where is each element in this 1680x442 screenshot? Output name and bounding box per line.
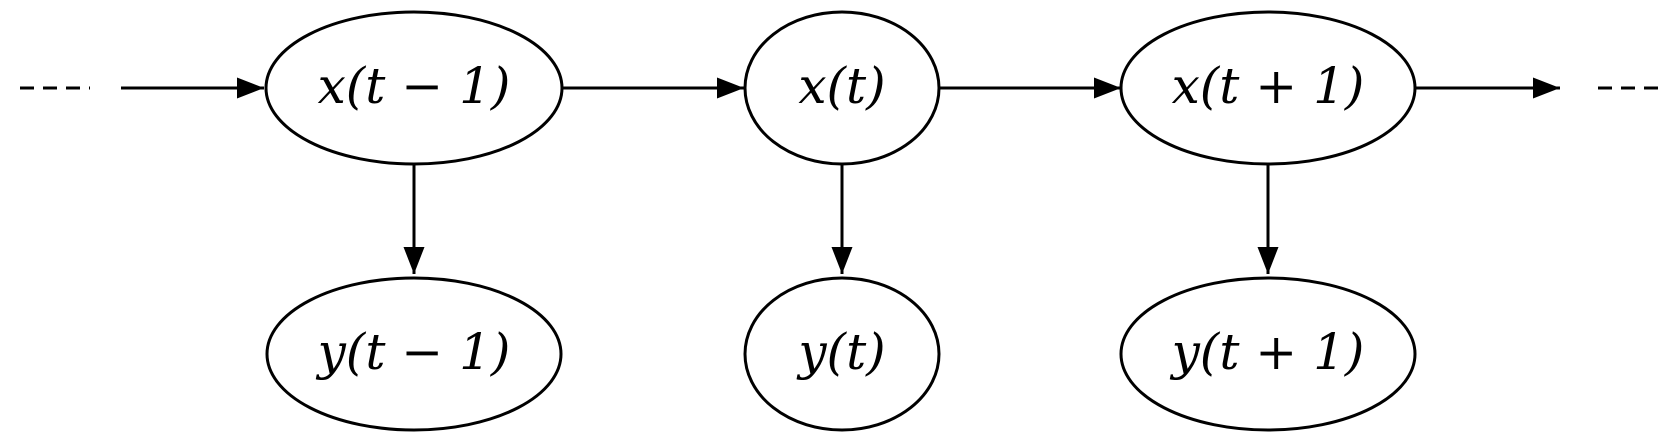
node-y-prev: y(t − 1) <box>265 276 563 432</box>
node-x-next: x(t + 1) <box>1119 10 1417 166</box>
node-y-next: y(t + 1) <box>1119 276 1417 432</box>
node-x-prev: x(t − 1) <box>264 10 564 166</box>
node-y-curr: y(t) <box>743 276 941 432</box>
node-x-curr: x(t) <box>743 10 941 166</box>
node-y-next-label: y(t + 1) <box>1170 323 1365 381</box>
node-y-prev-label: y(t − 1) <box>316 323 511 381</box>
node-x-curr-label: x(t) <box>798 57 885 115</box>
node-x-next-label: x(t + 1) <box>1172 57 1365 115</box>
node-y-curr-label: y(t) <box>796 323 885 381</box>
node-x-prev-label: x(t − 1) <box>318 57 511 115</box>
